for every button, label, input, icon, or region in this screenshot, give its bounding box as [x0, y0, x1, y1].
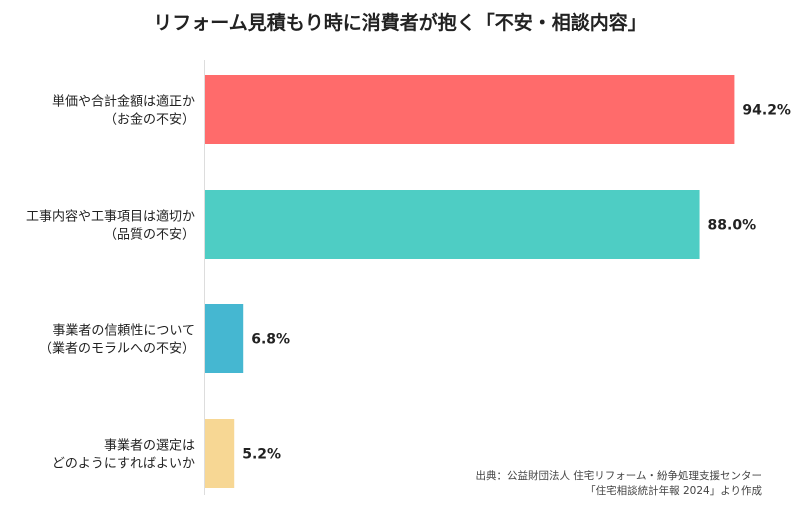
bar-2 — [205, 190, 700, 259]
category-label-3: 事業者の信頼性について（業者のモラルへの不安） — [39, 323, 195, 357]
chart-title: リフォーム見積もり時に消費者が抱く「不安・相談内容」 — [153, 12, 647, 34]
bar-4 — [205, 419, 235, 488]
category-label-1: 単価や合計金額は適正か（お金の不安） — [52, 94, 195, 128]
source-line-2: 「住宅相談統計年報 2024」より作成 — [585, 485, 762, 497]
bar-1 — [205, 75, 735, 144]
source-note: 出典：公益財団法人 住宅リフォーム・紛争処理支援センター 「住宅相談統計年報 2… — [475, 469, 762, 499]
bar-3 — [205, 304, 244, 373]
category-label-2: 工事内容や工事項目は適切か（品質の不安） — [26, 209, 195, 243]
value-label-4: 5.2% — [242, 447, 281, 463]
value-label-2: 88.0% — [708, 218, 757, 234]
source-line-1: 出典：公益財団法人 住宅リフォーム・紛争処理支援センター — [475, 470, 762, 482]
category-label-4: 事業者の選定はどのようにすればよいか — [52, 438, 195, 472]
value-label-1: 94.2% — [742, 103, 791, 119]
value-label-3: 6.8% — [251, 332, 290, 348]
